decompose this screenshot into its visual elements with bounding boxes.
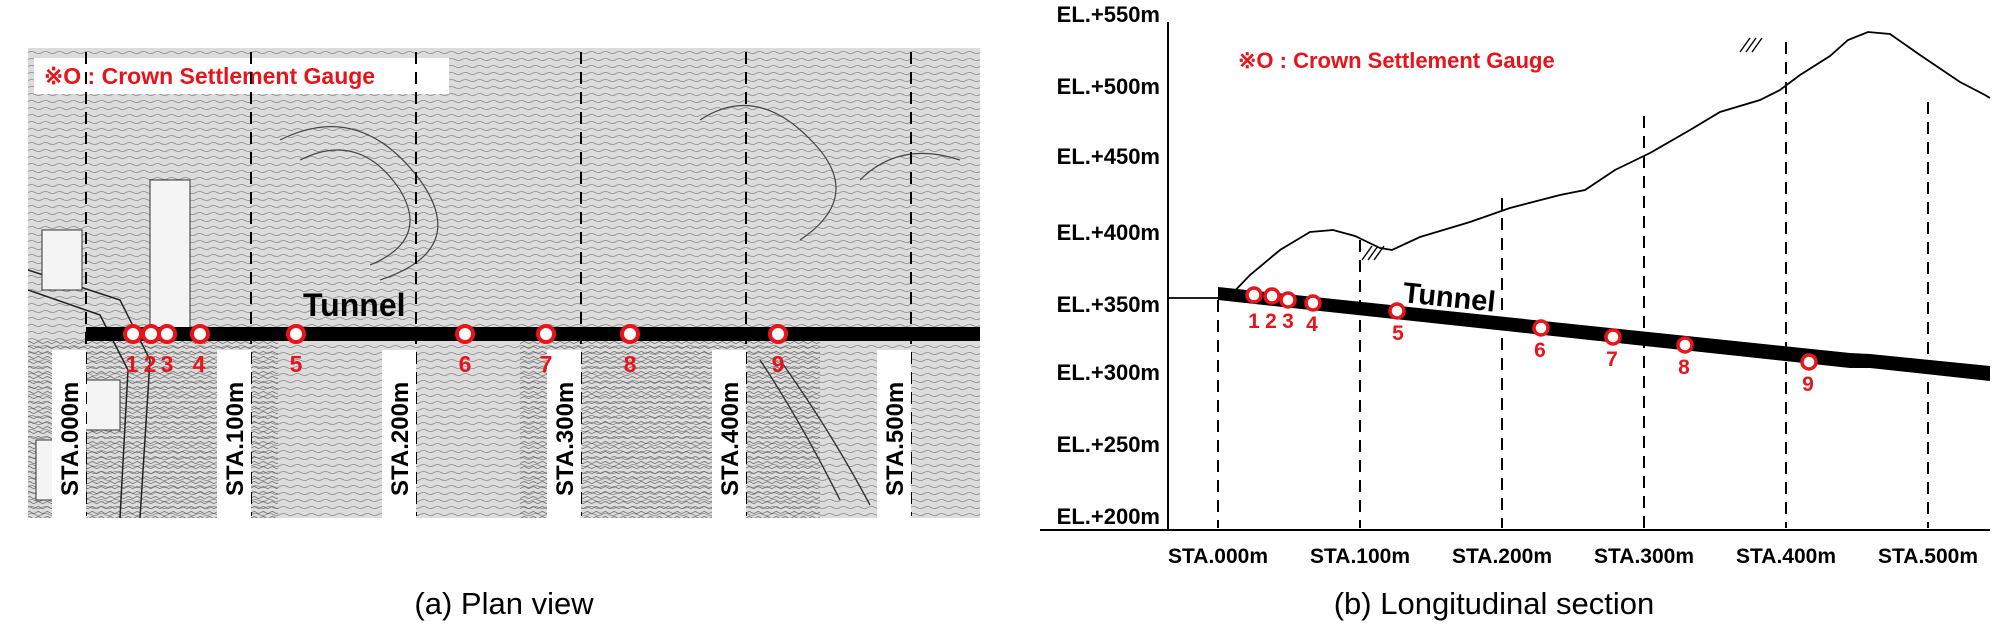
- section-gauge-label: 4: [1306, 313, 1318, 336]
- section-station-label: STA.500m: [1878, 545, 1978, 568]
- section-elevation-label: EL.+450m: [1057, 144, 1160, 169]
- section-view: EL.+550m EL.+500m EL.+450m EL.+400m EL.+350m…: [1040, 2, 1991, 621]
- plan-gauge-label: 8: [624, 351, 637, 377]
- section-elevation-label: EL.+200m: [1057, 504, 1160, 529]
- plan-caption: (a) Plan view: [414, 586, 594, 621]
- section-elevation-label: EL.+500m: [1057, 74, 1160, 99]
- plan-view: ※O : Crown Settlement Gauge STA.000m STA.…: [28, 48, 980, 621]
- plan-gauge-label: 3: [161, 351, 174, 377]
- section-gauge-marker: [1604, 328, 1622, 346]
- section-gauge-marker: [1263, 287, 1281, 305]
- section-gauge-label: 9: [1802, 373, 1814, 396]
- section-station-label: STA.400m: [1736, 545, 1836, 568]
- plan-station-label-bg: [712, 350, 746, 518]
- plan-legend-box: [34, 58, 449, 94]
- plan-gauges: [123, 324, 788, 344]
- plan-station-label-bg: [52, 350, 86, 518]
- plan-gauge-marker: [455, 324, 475, 344]
- section-elevation-label: EL.+350m: [1057, 292, 1160, 317]
- plan-station-label: STA.000m: [57, 382, 84, 496]
- section-station-label: STA.000m: [1168, 545, 1268, 568]
- section-caption: (b) Longitudinal section: [1334, 586, 1655, 621]
- plan-map-contours: [28, 48, 980, 518]
- section-station-label: STA.200m: [1452, 545, 1552, 568]
- section-station-labels: STA.000m STA.100m STA.200m STA.300m STA.400m…: [1168, 545, 1978, 568]
- plan-gauge-marker: [141, 324, 161, 344]
- section-gauge-marker: [1388, 302, 1406, 320]
- section-legend: ※O : Crown Settlement Gauge: [1238, 48, 1555, 73]
- section-station-lines: [1217, 42, 1929, 528]
- plan-station-labels: STA.000m STA.100m STA.200m STA.300m STA.400m…: [52, 350, 911, 518]
- section-station-label: STA.100m: [1310, 545, 1410, 568]
- section-gauge-marker: [1304, 294, 1322, 312]
- section-gauge-label: 6: [1534, 339, 1546, 362]
- plan-gauge-label: 4: [193, 351, 206, 377]
- section-gauge-marker: [1279, 291, 1297, 309]
- plan-station-label: STA.500m: [882, 382, 909, 496]
- plan-station-label-bg: [382, 350, 416, 518]
- plan-legend: ※O : Crown Settlement Gauge: [44, 63, 375, 89]
- section-gauge-label: 8: [1678, 356, 1690, 379]
- section-gauge-marker: [1800, 353, 1818, 371]
- section-gauge-label: 2: [1265, 310, 1277, 333]
- plan-gauge-label: 2: [144, 351, 157, 377]
- plan-gauge-label: 9: [772, 351, 785, 377]
- section-gauge-label: 3: [1282, 310, 1294, 333]
- plan-gauge-label: 7: [540, 351, 553, 377]
- plan-gauge-marker: [536, 324, 556, 344]
- section-peak-mark-right: [1739, 37, 1763, 53]
- section-elevation-label: EL.+250m: [1057, 432, 1160, 457]
- plan-gauge-label: 6: [459, 351, 472, 377]
- section-gauge-labels: 1 2 3 4 5 6 7 8 9: [1248, 310, 1814, 396]
- section-gauge-marker: [1532, 319, 1550, 337]
- plan-gauge-label: 1: [126, 351, 139, 377]
- plan-gauge-marker: [286, 324, 306, 344]
- plan-gauge-marker: [620, 324, 640, 344]
- section-elevation-label: EL.+400m: [1057, 220, 1160, 245]
- section-peak-mark-left: [1361, 245, 1385, 261]
- plan-gauge-label: 5: [290, 351, 303, 377]
- plan-station-label-bg: [877, 350, 911, 518]
- section-gauge-marker: [1676, 336, 1694, 354]
- plan-tunnel-label: Tunnel: [303, 287, 406, 323]
- section-gauge-label: 5: [1392, 322, 1404, 345]
- plan-gauge-marker: [190, 324, 210, 344]
- plan-station-label-bg: [547, 350, 581, 518]
- plan-station-label: STA.200m: [387, 382, 414, 496]
- section-gauge-label: 1: [1248, 310, 1260, 333]
- section-elevation-labels: EL.+550m EL.+500m EL.+450m EL.+400m EL.+350m…: [1057, 2, 1160, 529]
- section-station-label: STA.300m: [1594, 545, 1694, 568]
- plan-gauge-marker: [157, 324, 177, 344]
- plan-station-label: STA.300m: [552, 382, 579, 496]
- section-gauges: [1245, 286, 1818, 371]
- plan-gauge-marker: [768, 324, 788, 344]
- section-gauge-label: 7: [1606, 348, 1618, 371]
- plan-station-label: STA.400m: [717, 382, 744, 496]
- plan-station-label: STA.100m: [222, 382, 249, 496]
- plan-gauge-marker: [123, 324, 143, 344]
- section-elevation-label: EL.+300m: [1057, 360, 1160, 385]
- plan-tunnel-bar: [86, 327, 980, 341]
- section-elevation-label: EL.+550m: [1057, 2, 1160, 27]
- plan-station-label-bg: [217, 350, 251, 518]
- section-gauge-marker: [1245, 286, 1263, 304]
- section-tunnel: [1218, 287, 1990, 381]
- section-ground-profile: [1168, 31, 1991, 299]
